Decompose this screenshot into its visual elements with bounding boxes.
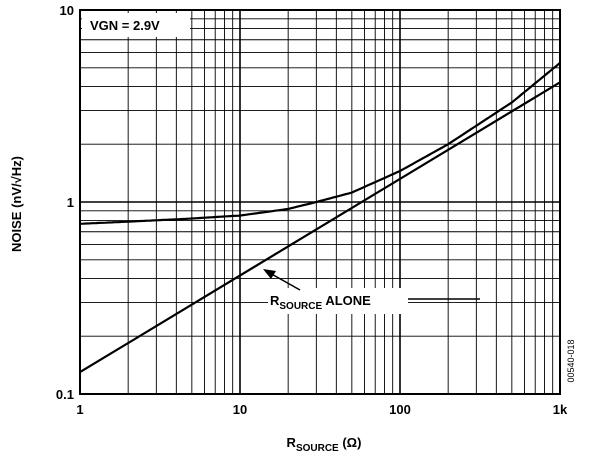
x-axis-label-main: R	[287, 435, 297, 450]
y-axis-label: NOISE (nV/√Hz)	[9, 156, 24, 252]
series-label-main: R	[270, 293, 280, 308]
series-label-sub: SOURCE	[279, 301, 322, 312]
x-tick-label: 1	[76, 402, 83, 417]
x-axis-label-tail: (Ω)	[339, 435, 362, 450]
y-tick-label: 10	[60, 3, 74, 18]
series-label-box	[268, 288, 408, 314]
x-axis-label: RSOURCE (Ω)	[287, 435, 362, 454]
series-label-tail: ALONE	[322, 293, 371, 308]
series-label: RSOURCE ALONE	[270, 293, 371, 312]
y-tick-label: 0.1	[56, 387, 74, 402]
series-line-1	[79, 62, 561, 225]
condition-label: VGN = 2.9V	[90, 18, 160, 33]
x-tick-label: 1k	[553, 402, 568, 417]
plot-frame	[79, 9, 561, 395]
figure-id: 00540-018	[566, 339, 576, 382]
grid-lines	[80, 10, 560, 394]
series-group	[79, 62, 561, 374]
x-axis-label-sub: SOURCE	[296, 443, 339, 454]
x-tick-label: 10	[233, 402, 247, 417]
series-line-2	[79, 81, 561, 374]
x-tick-label: 100	[389, 402, 411, 417]
y-tick-label: 1	[67, 195, 74, 210]
condition-box	[82, 13, 190, 37]
arrow-head-icon	[263, 269, 276, 279]
